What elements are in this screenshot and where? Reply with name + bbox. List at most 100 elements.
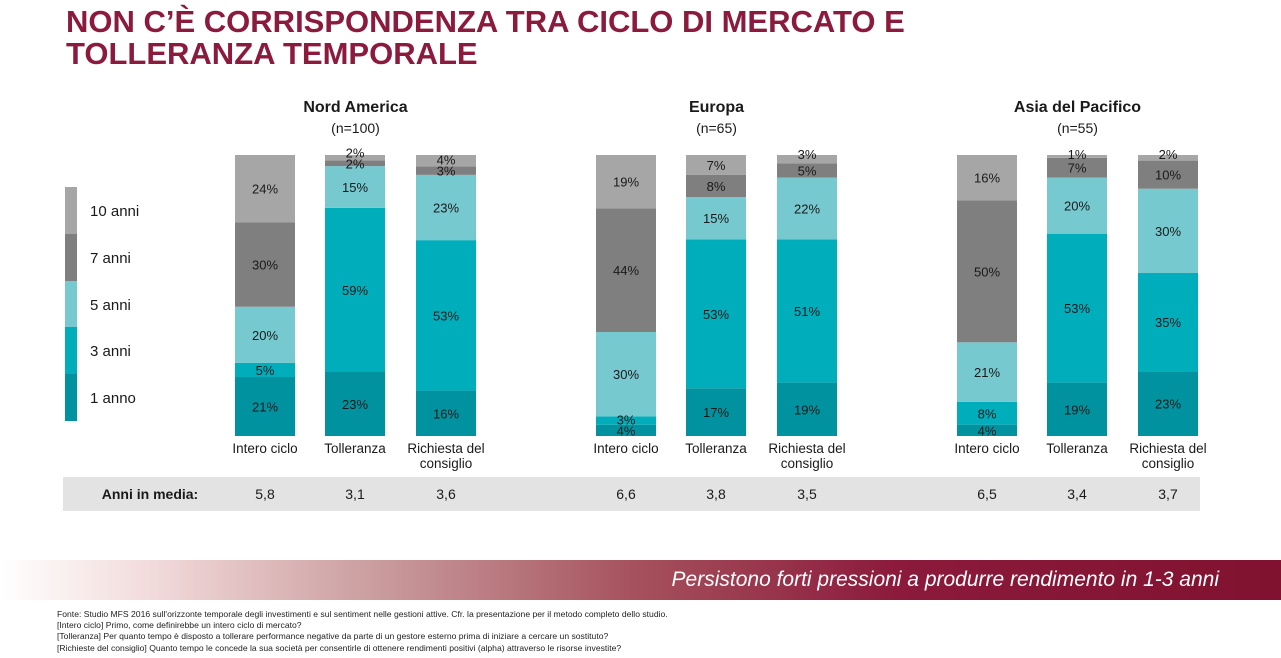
- category-label-asia-del-pacifico-intero-ciclo: Intero ciclo: [954, 441, 1019, 456]
- data-label-asia-del-pacifico-richiesta-del-consiglio-5-anni: 30%: [1155, 224, 1181, 239]
- footnote-source: Fonte: Studio MFS 2016 sull'orizzonte te…: [57, 609, 668, 619]
- bar-segment-europa-richiesta-del-consiglio-5-anni: [777, 177, 837, 240]
- legend-swatch-3-anni: [65, 327, 77, 374]
- bar-segment-europa-richiesta-del-consiglio-3-anni: [777, 239, 837, 383]
- data-label-nord-america-richiesta-del-consiglio-5-anni: 23%: [433, 201, 459, 216]
- bar-segment-asia-del-pacifico-intero-ciclo-5-anni: [957, 342, 1017, 402]
- bar-segment-europa-tolleranza-10-anni: [686, 155, 746, 175]
- bar-segment-asia-del-pacifico-richiesta-del-consiglio-5-anni: [1138, 188, 1198, 274]
- bar-segment-europa-richiesta-del-consiglio-10-anni: [777, 155, 837, 164]
- footnote-tolleranza: [Tolleranza] Per quanto tempo è disposto…: [57, 631, 609, 642]
- data-label-asia-del-pacifico-intero-ciclo-7-anni: 50%: [974, 264, 1000, 279]
- avg-value-nord-america-richiesta-del-consiglio: 3,6: [436, 486, 456, 502]
- panel-n-europa: (n=65): [696, 120, 737, 136]
- bar-segment-nord-america-intero-ciclo-5-anni: [235, 306, 295, 363]
- data-label-asia-del-pacifico-tolleranza-3-anni: 53%: [1064, 301, 1090, 316]
- avg-value-asia-del-pacifico-intero-ciclo: 6,5: [977, 486, 997, 502]
- bar-segment-asia-del-pacifico-richiesta-del-consiglio-1-anno: [1138, 371, 1198, 436]
- title-line-1: NON C’È CORRISPONDENZA TRA CICLO DI MERC…: [66, 4, 905, 39]
- data-label-europa-richiesta-del-consiglio-5-anni: 22%: [794, 201, 820, 216]
- data-label-nord-america-intero-ciclo-3-anni: 5%: [256, 363, 275, 378]
- takeaway-banner: Persistono forti pressioni a produrre re…: [0, 560, 1281, 600]
- category-label-nord-america-richiesta-del-consiglio: Richiesta del consiglio: [407, 441, 484, 471]
- bar-segment-nord-america-tolleranza-5-anni: [325, 166, 385, 208]
- bar-segment-asia-del-pacifico-intero-ciclo-3-anni: [957, 401, 1017, 425]
- data-label-asia-del-pacifico-intero-ciclo-3-anni: 8%: [978, 406, 997, 421]
- data-label-nord-america-tolleranza-7-anni: 2%: [346, 156, 365, 171]
- avg-band: [63, 477, 1200, 511]
- page-title: NON C’È CORRISPONDENZA TRA CICLO DI MERC…: [66, 6, 1066, 70]
- category-label-nord-america-intero-ciclo: Intero ciclo: [232, 441, 297, 456]
- legend-label-7-anni: 7 anni: [90, 250, 131, 267]
- bar-segment-europa-intero-ciclo-7-anni: [596, 208, 656, 333]
- avg-value-europa-tolleranza: 3,8: [706, 486, 726, 502]
- bar-segment-europa-intero-ciclo-3-anni: [596, 416, 656, 425]
- data-label-nord-america-richiesta-del-consiglio-10-anni: 4%: [437, 153, 456, 168]
- data-label-europa-richiesta-del-consiglio-10-anni: 3%: [798, 147, 817, 162]
- data-label-europa-intero-ciclo-5-anni: 30%: [613, 367, 639, 382]
- bar-segment-europa-intero-ciclo-1-anno: [596, 424, 656, 436]
- bar-segment-nord-america-richiesta-del-consiglio-5-anni: [416, 174, 476, 241]
- bar-segment-europa-tolleranza-3-anni: [686, 239, 746, 389]
- footnote-intero-ciclo: [Intero ciclo] Primo, come definirebbe u…: [57, 620, 302, 631]
- bar-segment-europa-tolleranza-7-anni: [686, 174, 746, 198]
- bar-segment-asia-del-pacifico-tolleranza-7-anni: [1047, 157, 1107, 178]
- bar-segment-nord-america-richiesta-del-consiglio-10-anni: [416, 155, 476, 167]
- avg-value-asia-del-pacifico-tolleranza: 3,4: [1067, 486, 1087, 502]
- data-label-asia-del-pacifico-tolleranza-5-anni: 20%: [1064, 199, 1090, 214]
- panel-title-europa: Europa: [689, 99, 744, 116]
- bar-segment-asia-del-pacifico-intero-ciclo-10-anni: [957, 155, 1017, 201]
- legend-swatch-10-anni: [65, 187, 77, 234]
- bar-segment-asia-del-pacifico-tolleranza-10-anni: [1047, 155, 1107, 158]
- data-label-nord-america-tolleranza-1-anno: 23%: [342, 397, 368, 412]
- data-label-asia-del-pacifico-richiesta-del-consiglio-3-anni: 35%: [1155, 315, 1181, 330]
- title-line-2: TOLLERANZA TEMPORALE: [66, 36, 478, 71]
- data-label-asia-del-pacifico-tolleranza-7-anni: 7%: [1068, 161, 1087, 176]
- banner-text: Persistono forti pressioni a produrre re…: [671, 568, 1219, 591]
- bar-segment-asia-del-pacifico-tolleranza-5-anni: [1047, 177, 1107, 234]
- bar-segment-asia-del-pacifico-intero-ciclo-1-anno: [957, 424, 1017, 436]
- panel-title-asia-del-pacifico: Asia del Pacifico: [1014, 99, 1141, 116]
- data-label-europa-intero-ciclo-7-anni: 44%: [613, 263, 639, 278]
- footnote-richieste: [Richieste del consiglio] Quanto tempo l…: [57, 642, 622, 653]
- data-label-nord-america-intero-ciclo-5-anni: 20%: [252, 328, 278, 343]
- bar-segment-asia-del-pacifico-tolleranza-3-anni: [1047, 233, 1107, 383]
- data-label-europa-intero-ciclo-3-anni: 3%: [617, 412, 636, 427]
- avg-value-europa-richiesta-del-consiglio: 3,5: [797, 486, 817, 502]
- data-label-europa-intero-ciclo-10-anni: 19%: [613, 175, 639, 190]
- data-label-nord-america-tolleranza-3-anni: 59%: [342, 283, 368, 298]
- panel-n-asia-del-pacifico: (n=55): [1057, 120, 1098, 136]
- data-label-nord-america-tolleranza-10-anni: 2%: [346, 145, 365, 160]
- data-label-europa-intero-ciclo-1-anno: 4%: [617, 423, 636, 438]
- bar-segment-nord-america-tolleranza-7-anni: [325, 160, 385, 167]
- bar-segment-nord-america-intero-ciclo-7-anni: [235, 222, 295, 307]
- data-label-europa-tolleranza-3-anni: 53%: [703, 307, 729, 322]
- data-label-nord-america-richiesta-del-consiglio-7-anni: 3%: [437, 164, 456, 179]
- data-label-asia-del-pacifico-richiesta-del-consiglio-10-anni: 2%: [1159, 147, 1178, 162]
- bar-segment-europa-richiesta-del-consiglio-1-anno: [777, 382, 837, 436]
- data-label-europa-tolleranza-5-anni: 15%: [703, 211, 729, 226]
- bar-segment-nord-america-intero-ciclo-3-anni: [235, 362, 295, 377]
- panel-n-nord-america: (n=100): [331, 120, 380, 136]
- bar-segment-nord-america-richiesta-del-consiglio-7-anni: [416, 166, 476, 175]
- stacked-bar-chart: Anni in media: 10 anni 7 anni 5 anni 3 anni 1…: [63, 99, 1207, 511]
- category-label-europa-intero-ciclo: Intero ciclo: [593, 441, 658, 456]
- data-label-asia-del-pacifico-tolleranza-1-anno: 19%: [1064, 402, 1090, 417]
- legend-swatch-7-anni: [65, 234, 77, 281]
- category-label-europa-richiesta-del-consiglio: Richiesta del consiglio: [768, 441, 845, 471]
- data-label-asia-del-pacifico-tolleranza-10-anni: 1%: [1068, 147, 1087, 162]
- bar-segment-asia-del-pacifico-tolleranza-1-anno: [1047, 382, 1107, 436]
- legend-label-10-anni: 10 anni: [90, 203, 139, 220]
- data-label-europa-richiesta-del-consiglio-7-anni: 5%: [798, 163, 817, 178]
- bar-segment-europa-richiesta-del-consiglio-7-anni: [777, 163, 837, 178]
- avg-value-asia-del-pacifico-richiesta-del-consiglio: 3,7: [1158, 486, 1178, 502]
- data-label-asia-del-pacifico-intero-ciclo-10-anni: 16%: [974, 171, 1000, 186]
- bar-segment-nord-america-intero-ciclo-1-anno: [235, 376, 295, 436]
- category-label-europa-tolleranza: Tolleranza: [685, 441, 747, 456]
- bar-segment-nord-america-tolleranza-3-anni: [325, 207, 385, 373]
- bar-segment-europa-intero-ciclo-10-anni: [596, 155, 656, 209]
- data-label-nord-america-intero-ciclo-10-anni: 24%: [252, 182, 278, 197]
- avg-label: Anni in media:: [102, 486, 198, 502]
- bar-segment-nord-america-intero-ciclo-10-anni: [235, 155, 295, 223]
- category-label-asia-del-pacifico-richiesta-del-consiglio: Richiesta del consiglio: [1129, 441, 1206, 471]
